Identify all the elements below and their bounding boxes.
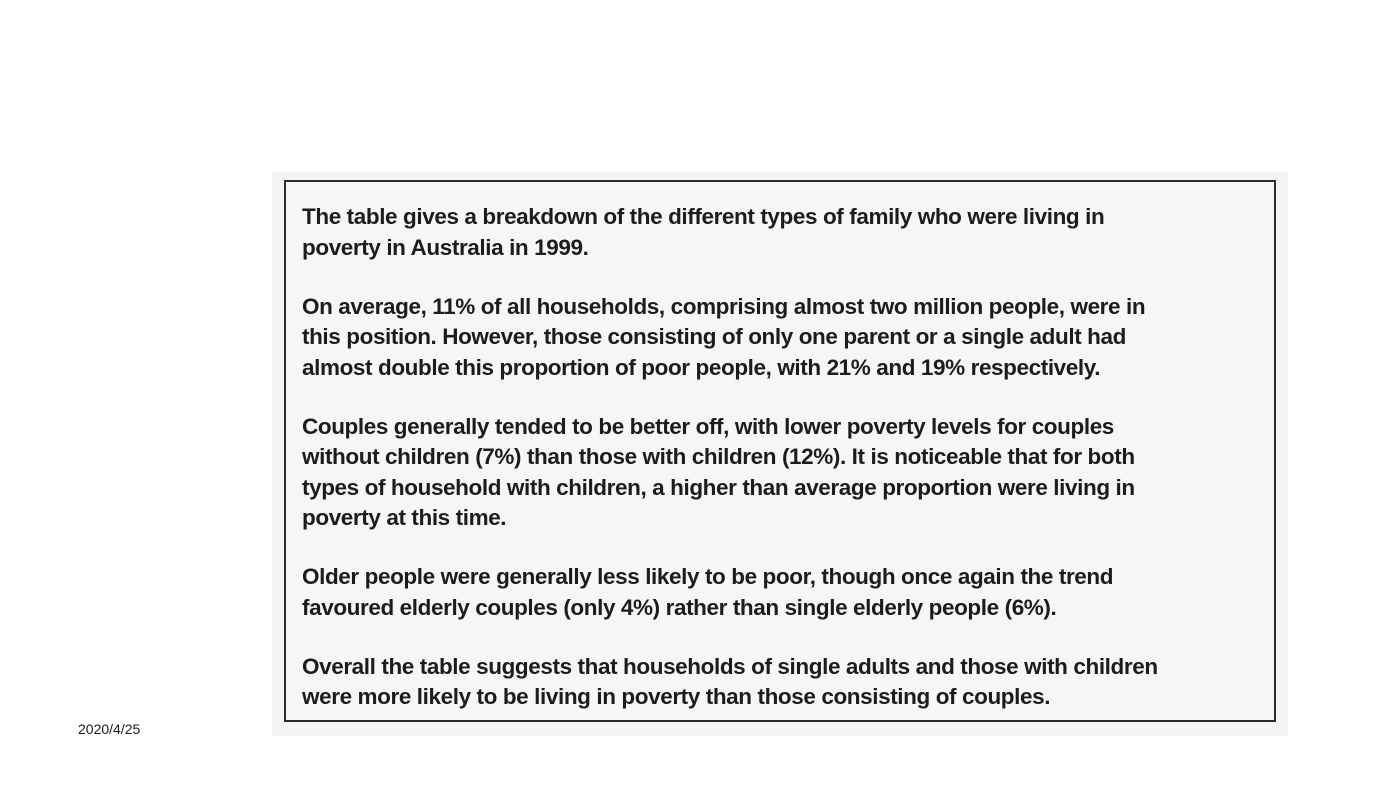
scanned-text-image: The table gives a breakdown of the diffe… bbox=[272, 172, 1288, 736]
paragraph-overall: Overall the table suggests that househol… bbox=[302, 653, 1158, 710]
paragraph-couples: Couples generally tended to be better of… bbox=[302, 413, 1135, 531]
essay-text: The table gives a breakdown of the diffe… bbox=[302, 202, 1262, 713]
paragraph-elderly: Older people were generally less likely … bbox=[302, 564, 1114, 620]
paragraph-average: On average, 11% of all households, compr… bbox=[302, 293, 1146, 380]
text-box-border: The table gives a breakdown of the diffe… bbox=[284, 180, 1276, 722]
slide-date: 2020/4/25 bbox=[78, 721, 141, 737]
paragraph-intro: The table gives a breakdown of the diffe… bbox=[302, 204, 1105, 260]
